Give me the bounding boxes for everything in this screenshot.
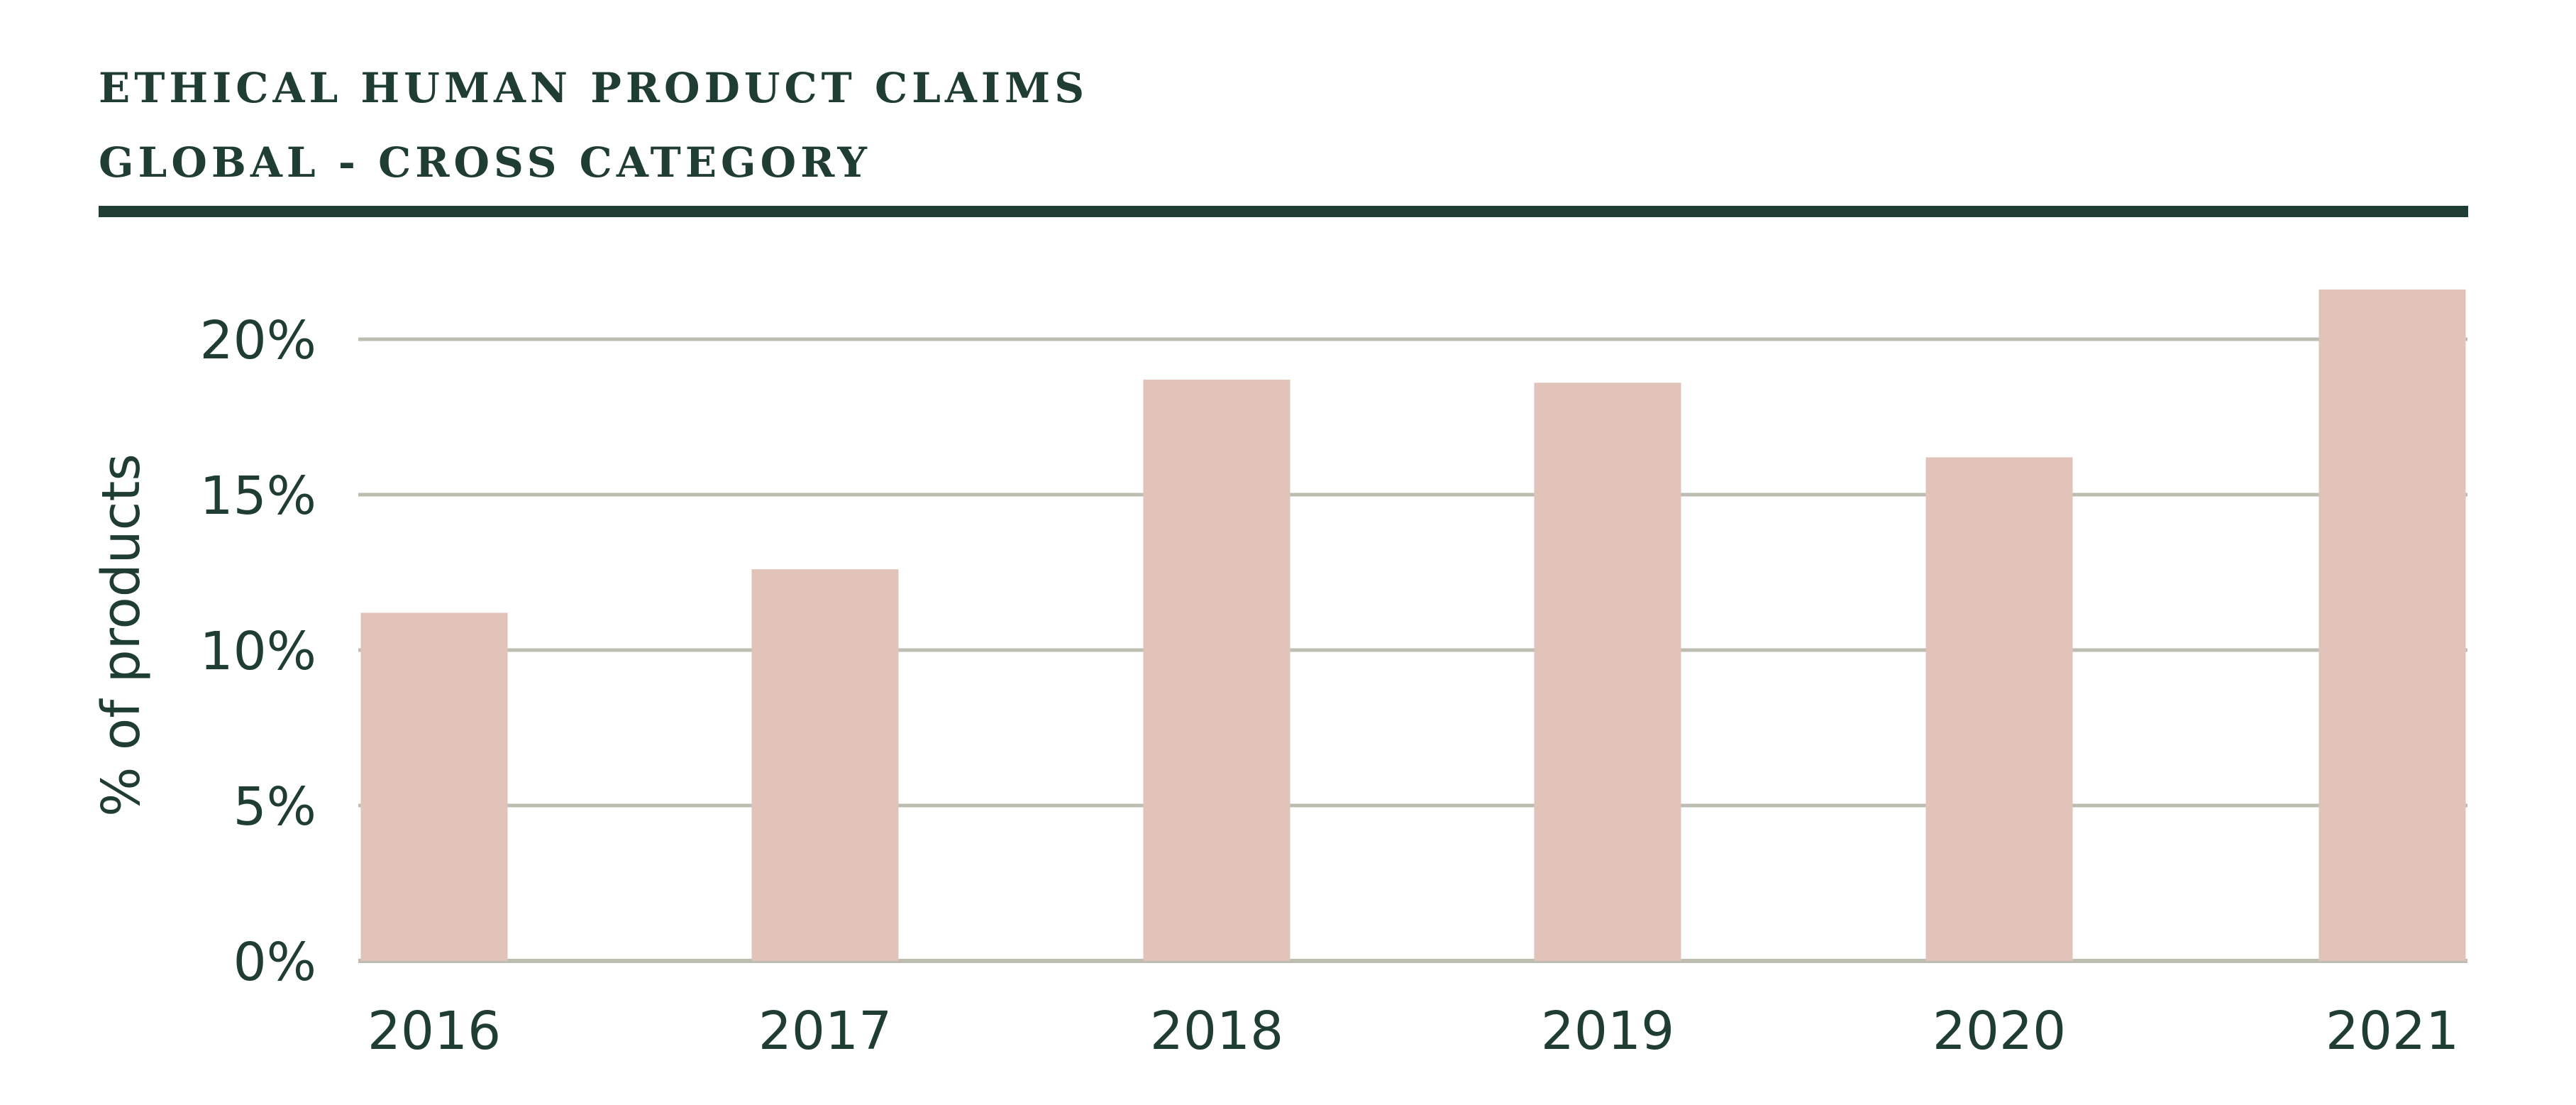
bar-2021 [2318,289,2466,961]
x-tick-label: 2016 [367,1001,501,1062]
y-tick-label: 5% [233,776,316,837]
x-tick-label: 2020 [1933,1001,2066,1062]
x-tick-label: 2018 [1150,1001,1283,1062]
y-tick-label: 15% [200,466,316,527]
chart-title: ETHICAL HUMAN PRODUCT CLAIMS [99,64,1089,112]
gridlines [358,337,2467,963]
bar-2017 [751,569,899,961]
bar-2020 [1925,457,2073,961]
y-axis-label: % of products [91,453,152,817]
x-tick-label: 2021 [2326,1001,2459,1062]
y-axis-ticks: 0% 5% 10% 15% 20% [200,310,316,993]
x-tick-label: 2017 [758,1001,892,1062]
bar-2018 [1143,379,1290,961]
title-divider [99,206,2468,217]
y-tick-label: 20% [200,310,316,371]
bar-2016 [360,612,508,961]
bar-2019 [1534,383,1681,961]
x-tick-label: 2019 [1541,1001,1674,1062]
y-tick-label: 0% [233,932,316,993]
bars [360,289,2466,961]
chart-subtitle: GLOBAL - CROSS CATEGORY [99,138,871,187]
y-tick-label: 10% [200,621,316,682]
chart-title-block: ETHICAL HUMAN PRODUCT CLAIMS GLOBAL - CR… [99,51,1088,200]
x-axis-ticks: 2016 2017 2018 2019 2020 2021 [367,1001,2459,1062]
